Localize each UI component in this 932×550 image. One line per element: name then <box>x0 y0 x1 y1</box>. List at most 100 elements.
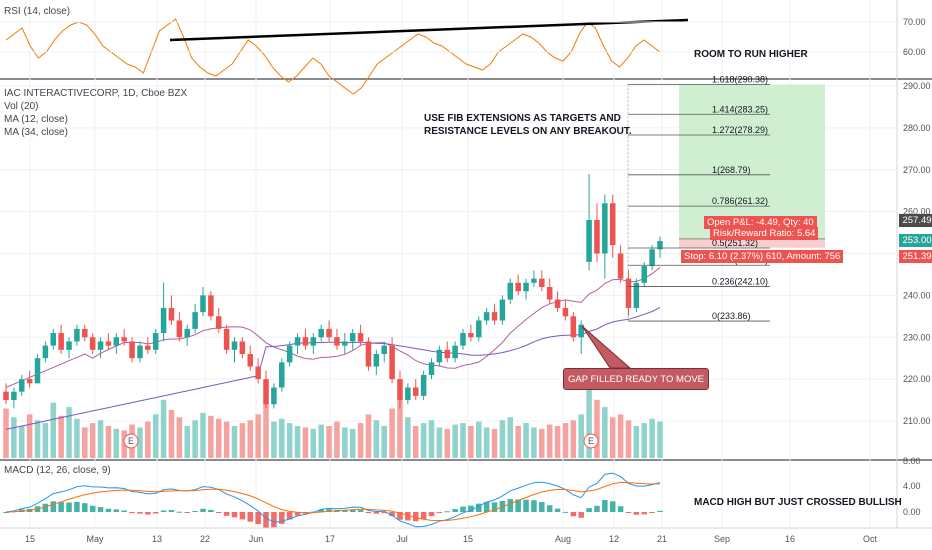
price-tick-label: 290.00 <box>903 81 931 91</box>
volume-bar <box>609 417 616 458</box>
candle-body <box>609 203 616 246</box>
volume-bar <box>279 418 285 458</box>
macd-histogram-bar <box>365 512 372 514</box>
candle-body <box>247 354 254 367</box>
volume-bar <box>476 421 482 458</box>
pnl-tag[interactable]: Open P&L: -4.49, Qty: 40 <box>704 216 817 229</box>
volume-bar <box>42 423 49 458</box>
candle-body <box>192 312 198 329</box>
macd-legend[interactable]: MACD (12, 26, close, 9) <box>4 465 111 476</box>
volume-bar <box>255 414 261 458</box>
volume-bar <box>247 420 254 458</box>
macd-histogram-bar <box>152 512 159 514</box>
macd-histogram-bar <box>349 509 356 512</box>
macd-histogram-bar <box>609 501 616 512</box>
macd-histogram-bar <box>523 499 529 512</box>
volume-bar <box>365 414 372 458</box>
macd-note[interactable]: MACD HIGH BUT JUST CROSSED BULLISH <box>694 497 902 508</box>
rsi-tick-label: 60.00 <box>903 47 926 57</box>
volume-bar <box>452 424 458 458</box>
macd-histogram-bar <box>279 512 285 524</box>
symbol-legend[interactable]: IAC INTERACTIVECORP, 1D, Cboe BZX <box>4 88 188 99</box>
candle-body <box>19 379 25 392</box>
rsi-line <box>5 18 661 95</box>
position-tool[interactable] <box>679 84 825 248</box>
candle-body <box>357 333 364 342</box>
macd-histogram-bar <box>66 502 72 512</box>
rsi-legend[interactable]: RSI (14, close) <box>4 6 71 17</box>
last-price-tag: 253.00 <box>899 234 932 247</box>
candle-body <box>389 345 395 380</box>
volume-bar <box>326 426 332 458</box>
volume-bar <box>223 421 230 458</box>
candle-body <box>515 282 521 292</box>
time-tick-label: May <box>86 534 104 544</box>
candle-body <box>586 220 592 262</box>
macd-panel: 4.00 0.00 8.00 <box>3 456 921 528</box>
stop-tag[interactable]: Stop: 6.10 (2.37%) 610, Amount: 756 <box>681 250 844 263</box>
ma12-legend[interactable]: MA (12, close) <box>4 114 68 125</box>
time-tick-label: 15 <box>463 534 473 544</box>
volume-bar <box>436 427 443 458</box>
macd-histogram-bar <box>105 508 112 512</box>
candle-body <box>176 320 183 338</box>
signal-line <box>5 481 661 522</box>
ma34-legend[interactable]: MA (34, close) <box>4 127 68 138</box>
fib-level-label: 0.786(261.32) <box>712 196 768 206</box>
macd-histogram-bar <box>420 512 427 520</box>
volume-bar <box>113 428 120 458</box>
macd-histogram-bar <box>168 510 175 512</box>
candle-body <box>74 328 80 342</box>
volume-bar <box>3 408 9 458</box>
volume-bar <box>507 417 514 458</box>
candle-body <box>365 341 372 367</box>
volume-bar <box>483 427 490 458</box>
volume-bar <box>617 414 624 458</box>
candle-body <box>499 299 506 321</box>
volume-bar <box>89 423 96 458</box>
volume-bar <box>405 417 411 458</box>
macd-histogram-bar <box>476 503 482 512</box>
fib-note-line2[interactable]: RESISTANCE LEVELS ON ANY BREAKOUT. <box>424 126 632 137</box>
volume-bar <box>152 414 159 458</box>
candle-body <box>373 354 380 367</box>
macd-histogram-bar <box>594 505 600 512</box>
room-to-run-note[interactable]: ROOM TO RUN HIGHER <box>694 49 808 60</box>
macd-histogram-bar <box>452 509 458 512</box>
candle-body <box>578 324 584 338</box>
candle-body <box>326 328 332 338</box>
volume-bar <box>412 426 419 458</box>
volume-bar <box>310 428 317 458</box>
time-tick-label: 21 <box>657 534 667 544</box>
volume-legend[interactable]: Vol (20) <box>4 101 39 112</box>
time-tick-label: Jul <box>396 534 408 544</box>
time-tick-label: Jun <box>249 534 264 544</box>
candle-body <box>255 366 261 380</box>
macd-histogram-bar <box>570 512 577 517</box>
gap-filled-callout[interactable]: GAP FILLED READY TO MOVE HIGHER <box>563 368 709 407</box>
macd-histogram-bar <box>121 510 127 512</box>
target-price-tag: 257.49 <box>899 214 932 227</box>
macd-histogram-bar <box>184 512 190 513</box>
volume-bar <box>26 414 33 458</box>
fib-note-line1[interactable]: USE FIB EXTENSIONS AS TARGETS AND <box>424 113 621 124</box>
candle-body <box>215 316 222 329</box>
time-axis[interactable]: 15 May 13 22 Jun 17 Jul 15 Aug 12 21 Sep 16 Oct <box>25 534 878 544</box>
volume-bar <box>334 421 340 458</box>
candle-body <box>460 333 466 346</box>
rsi-tick-label: 70.00 <box>903 17 926 27</box>
macd-tick-label: 8.00 <box>903 456 921 466</box>
volume-bar <box>105 426 112 458</box>
volume-bar <box>34 420 41 458</box>
time-tick-label: Oct <box>863 534 878 544</box>
candle-body <box>349 333 356 342</box>
ma34-line <box>5 306 661 430</box>
macd-histogram-bar <box>436 512 443 513</box>
macd-histogram-bar <box>223 512 230 516</box>
candle-body <box>381 345 387 354</box>
gap-filled-text: GAP FILLED READY TO MOVE HIGHER <box>567 374 705 407</box>
price-tick-label: 270.00 <box>903 165 931 175</box>
risk-reward-tag[interactable]: Risk/Reward Ratio: 5.64 <box>710 227 819 240</box>
macd-histogram-bar <box>89 505 96 512</box>
